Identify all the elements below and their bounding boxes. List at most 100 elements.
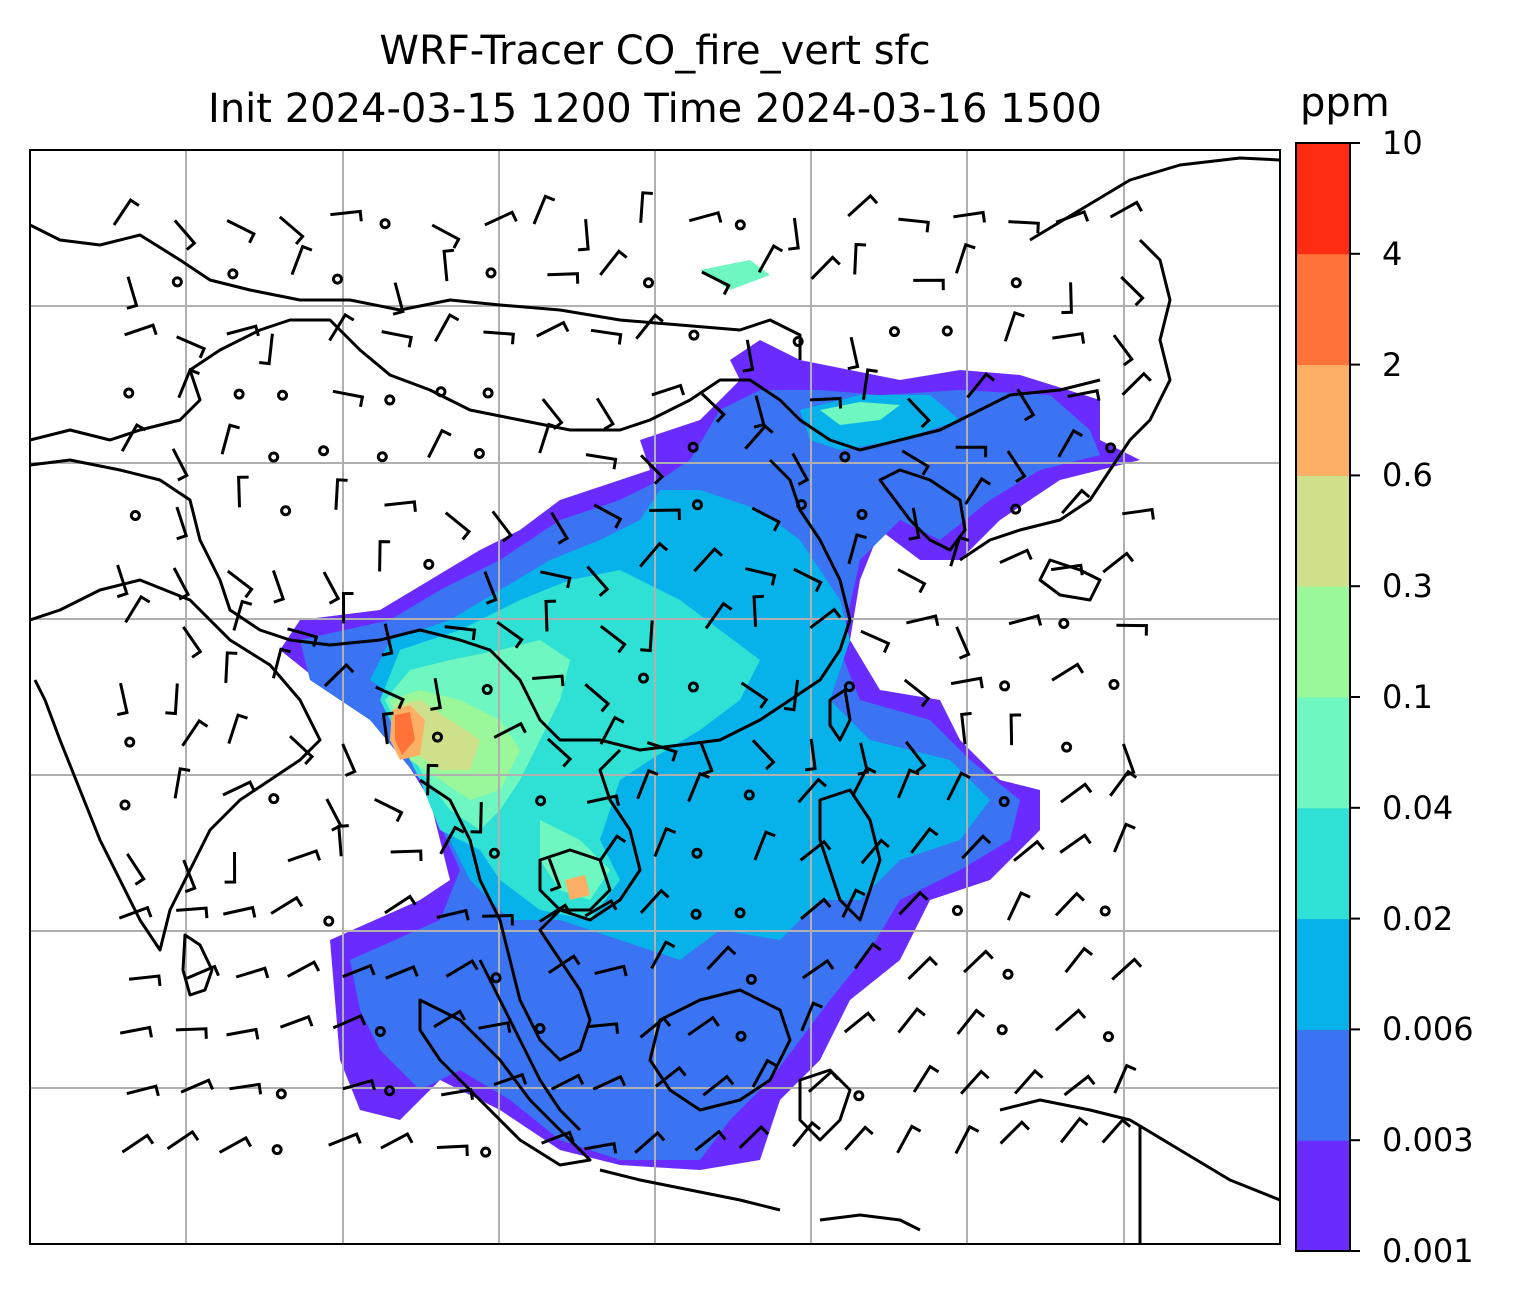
colorbar-tick-label: 0.3 <box>1382 567 1433 606</box>
wind-barb <box>649 508 681 521</box>
wind-barb <box>322 571 341 605</box>
wind-barb <box>913 278 945 291</box>
calm-wind-marker <box>999 680 1011 692</box>
wind-barb <box>342 1078 376 1091</box>
wind-barb <box>751 739 776 771</box>
wind-barb <box>278 215 305 245</box>
wind-barb <box>222 780 256 797</box>
wind-barb <box>788 217 800 251</box>
calm-wind-marker <box>691 847 703 859</box>
wind-barb <box>538 903 572 923</box>
wind-barb <box>378 540 391 572</box>
wind-barb <box>332 389 365 408</box>
wind-barb <box>999 1120 1030 1145</box>
wind-barb <box>1109 769 1138 797</box>
wind-barb <box>330 209 363 222</box>
calm-wind-marker <box>535 795 547 807</box>
wind-barb <box>478 1021 512 1033</box>
wind-barb <box>592 1074 627 1091</box>
wind-barb <box>639 888 670 914</box>
wind-barb <box>646 741 678 762</box>
calm-wind-marker <box>129 509 141 521</box>
wind-barb <box>584 1141 618 1154</box>
wind-barb <box>433 313 460 343</box>
calm-wind-marker <box>792 336 804 348</box>
calm-wind-marker <box>123 387 135 399</box>
coastline-indochina <box>419 748 642 1062</box>
calm-wind-marker <box>271 1144 283 1156</box>
wind-barb <box>847 193 879 218</box>
wind-barb <box>740 681 769 709</box>
wind-barb <box>954 1124 980 1155</box>
wind-barb <box>809 607 842 629</box>
wind-barb <box>843 1011 876 1034</box>
calm-wind-marker <box>534 1022 546 1034</box>
wind-barb <box>126 1084 160 1097</box>
calm-wind-marker <box>318 445 330 457</box>
wind-barb <box>639 191 653 223</box>
calm-wind-marker <box>1102 1031 1114 1043</box>
calm-wind-marker <box>268 451 280 463</box>
wind-barb <box>599 249 628 276</box>
wind-barb <box>898 890 929 916</box>
calm-wind-marker <box>843 681 855 693</box>
chart-title-line1: WRF-Tracer CO_fire_vert sfc <box>379 28 931 74</box>
wind-barb <box>999 548 1033 564</box>
calm-wind-marker <box>1010 277 1022 289</box>
field-level-northeast-plume-2 <box>700 260 900 425</box>
wind-barb <box>384 500 417 512</box>
wind-barb <box>112 198 140 226</box>
wind-barb <box>906 614 940 627</box>
wind-barb <box>166 1129 200 1150</box>
wind-barb <box>653 826 677 858</box>
calm-wind-marker <box>384 1085 396 1097</box>
wind-barb <box>334 478 348 510</box>
wind-barb <box>540 570 572 589</box>
wind-barb <box>1122 507 1155 520</box>
wind-barb <box>392 282 405 316</box>
wind-barb <box>693 546 724 573</box>
wind-barb <box>436 1144 469 1157</box>
calm-wind-marker <box>998 796 1010 808</box>
wind-barb <box>1013 839 1045 862</box>
wind-barb <box>792 1120 821 1148</box>
calm-wind-marker <box>227 268 239 280</box>
wind-barb <box>226 1027 260 1040</box>
wind-barb <box>186 964 220 980</box>
wind-barb <box>172 567 191 601</box>
map-content <box>30 150 1280 1244</box>
wind-barb <box>1109 200 1143 219</box>
wind-barb <box>232 599 253 631</box>
coastline-sulawesi <box>798 1068 852 1142</box>
wind-barb <box>433 1009 467 1029</box>
calm-wind-marker <box>687 441 699 453</box>
wind-barb <box>1063 1074 1096 1097</box>
calm-wind-marker <box>233 388 245 400</box>
wind-barb <box>744 424 774 450</box>
calm-wind-marker <box>734 907 746 919</box>
wind-barb <box>862 368 878 400</box>
wind-barb <box>328 1132 362 1147</box>
calm-wind-marker <box>268 793 280 805</box>
wind-barb <box>182 626 203 659</box>
coastline-taiwan <box>828 688 852 742</box>
wind-barb <box>634 1130 666 1154</box>
calm-wind-marker <box>124 736 136 748</box>
wind-barb <box>598 834 627 862</box>
wind-barb <box>328 312 355 342</box>
wind-barb <box>121 1133 155 1154</box>
wind-barb <box>946 771 971 801</box>
wind-barb <box>955 445 988 458</box>
border-china-south <box>30 458 852 752</box>
wind-barb <box>857 742 870 776</box>
wind-barb <box>1009 713 1022 746</box>
coastline-india <box>30 578 322 952</box>
calm-wind-marker <box>637 672 649 684</box>
wind-barb <box>953 210 986 223</box>
coastline-sumatra <box>418 998 592 1167</box>
wind-barb <box>173 219 197 251</box>
coastline-gulf <box>538 848 612 912</box>
wind-barb <box>538 422 559 454</box>
calm-wind-marker <box>277 389 289 401</box>
